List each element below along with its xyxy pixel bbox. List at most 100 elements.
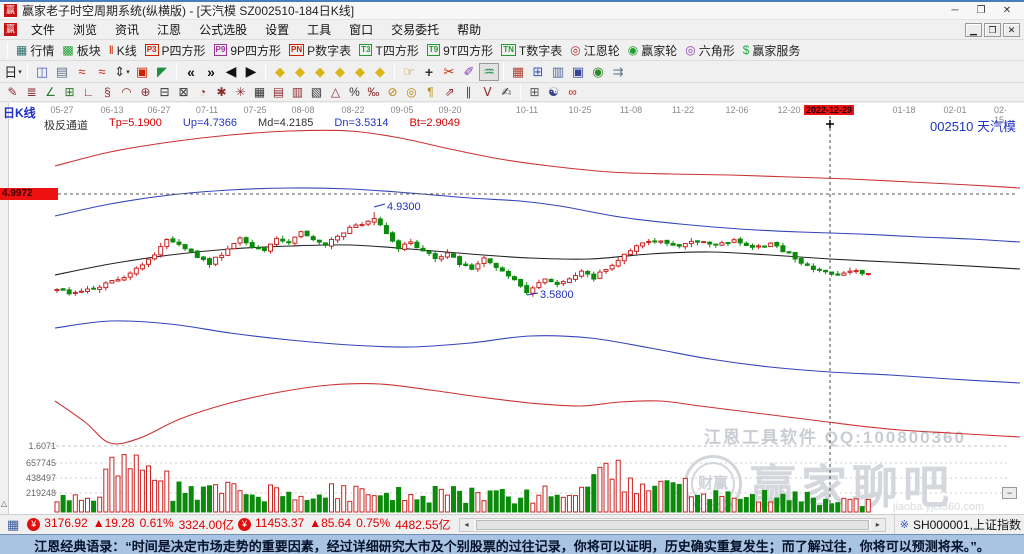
child-close-button[interactable]: ✕ — [1003, 22, 1020, 37]
draw-color-button[interactable]: ◤ — [152, 63, 172, 81]
channel-tool-button[interactable]: ∥ — [459, 84, 478, 100]
quote-board-button[interactable]: ▤ — [52, 63, 72, 81]
p-digit-table-button[interactable]: PN P数字表 — [285, 41, 355, 60]
menu-6[interactable]: 工具 — [307, 23, 332, 37]
grid-overlay-button[interactable]: ⊞ — [525, 84, 544, 100]
compass-tool-button[interactable]: ✱ — [212, 84, 231, 100]
winner-service-button[interactable]: $ 赢家服务 — [739, 41, 805, 60]
kline-chart[interactable] — [0, 103, 1024, 514]
crosshair-button[interactable]: + — [419, 63, 439, 81]
next-bar-button[interactable]: ▶ — [241, 63, 261, 81]
cycle-full-button[interactable]: ◆ — [370, 63, 390, 81]
star-cycle-tool-button[interactable]: ✳ — [231, 84, 250, 100]
price-window-tool-button[interactable]: ▥ — [288, 84, 307, 100]
volume-collapse-button[interactable]: − — [1002, 487, 1017, 499]
hexagon-button[interactable]: ◎ 六角形 — [681, 41, 739, 60]
last-page-button[interactable]: » — [201, 63, 221, 81]
menu-0[interactable]: 文件 — [31, 23, 56, 37]
winner-wheel-button[interactable]: ◉ 赢家轮 — [624, 41, 682, 60]
fib-fan-tool-button[interactable]: Ⅴ — [478, 84, 497, 100]
golden-section-tool-button[interactable]: ⊘ — [383, 84, 402, 100]
square-of-nine-tool-button[interactable]: ⊟ — [155, 84, 174, 100]
period-label[interactable]: 日K线 — [3, 106, 36, 120]
wave-marker-tool-button[interactable]: △ — [326, 84, 345, 100]
p-square-button[interactable]: P3 P四方形 — [141, 41, 210, 60]
menu-2[interactable]: 资讯 — [115, 23, 140, 37]
mini-trend2-button[interactable]: ≈ — [92, 63, 112, 81]
cut-measure-button[interactable]: ✂ — [439, 63, 459, 81]
market-quotes-button[interactable]: ▦ 行情 — [12, 41, 58, 60]
first-page-button[interactable]: « — [181, 63, 201, 81]
pattern-ruler-tool-button[interactable]: ▧ — [307, 84, 326, 100]
scroll-left-arrow[interactable]: ◂ — [459, 518, 474, 531]
selected-index-panel[interactable]: ※ SH000001,上证指数 — [893, 515, 1021, 534]
pen-line-tool-button[interactable]: ✎ — [3, 84, 22, 100]
gann-box-tool-button[interactable]: ⊞ — [60, 84, 79, 100]
quote-board-icon[interactable]: ▦ — [7, 516, 20, 532]
menu-3[interactable]: 江恩 — [157, 23, 182, 37]
calendar-button[interactable]: ▦ — [508, 63, 528, 81]
note-tool-button[interactable]: ✍ — [497, 84, 516, 100]
scrollbar-thumb[interactable] — [475, 519, 869, 530]
child-restore-button[interactable]: ❐ — [984, 22, 1001, 37]
period-daily-selector-button[interactable]: 日 ▾ — [3, 63, 23, 81]
infinity-button[interactable]: ∞ — [563, 84, 582, 100]
hand-drag-button[interactable]: ☞ — [399, 63, 419, 81]
marker-pen-button[interactable]: ✐ — [459, 63, 479, 81]
mini-trend-button[interactable]: ≈ — [72, 63, 92, 81]
speed-line-tool-button[interactable]: ⇗ — [440, 84, 459, 100]
kline-button[interactable]: ‖ K线 — [105, 41, 141, 60]
menu-9[interactable]: 帮助 — [457, 23, 482, 37]
9t-square-button[interactable]: T9 9T四方形 — [423, 41, 497, 60]
child-minimize-button[interactable]: ▁ — [965, 22, 982, 37]
arc-tool-button[interactable]: ◠ — [117, 84, 136, 100]
net-sync-button[interactable]: ◉ — [588, 63, 608, 81]
close-button[interactable]: ✕ — [1002, 4, 1012, 16]
gann-grid-tool-button[interactable]: ≣ — [22, 84, 41, 100]
sectors-button[interactable]: ▩ 板块 — [58, 41, 104, 60]
menu-8[interactable]: 交易委托 — [391, 23, 440, 37]
horizontal-scrollbar[interactable]: ◂ ▸ — [458, 517, 886, 532]
cycle-expand-button[interactable]: ◆ — [310, 63, 330, 81]
golden-circle-tool-button[interactable]: ◎ — [402, 84, 421, 100]
9p-square-button[interactable]: P9 9P四方形 — [210, 41, 285, 60]
calculator-button[interactable]: ⊞ — [528, 63, 548, 81]
cycle-circle-tool-button[interactable]: ⊕ — [136, 84, 155, 100]
restore-button[interactable]: ❐ — [976, 4, 986, 16]
cycle-add-button[interactable]: ◆ — [330, 63, 350, 81]
cycle-vertical-button[interactable]: ◆ — [350, 63, 370, 81]
cycle-left-button[interactable]: ◆ — [270, 63, 290, 81]
shenzhen-index-quote[interactable]: 11453.37 ▲85.64 0.75% 4482.55亿 — [255, 516, 451, 533]
pane-layout-button[interactable]: ◫ — [32, 63, 52, 81]
ratio-tool-button[interactable]: % — [345, 84, 364, 100]
t-digit-table-button[interactable]: TN T数字表 — [497, 41, 566, 60]
data-export-button[interactable]: ⇉ — [608, 63, 628, 81]
angle-line-tool-button[interactable]: ∟ — [79, 84, 98, 100]
prev-bar-button[interactable]: ◀ — [221, 63, 241, 81]
minimize-button[interactable]: ─ — [951, 4, 959, 16]
gann-fan-tool-button[interactable]: ∠ — [41, 84, 60, 100]
scroll-right-arrow[interactable]: ▸ — [870, 518, 885, 531]
save-button[interactable]: ▣ — [568, 63, 588, 81]
overlay-compare-button[interactable]: ▣ — [132, 63, 152, 81]
spiral-tool-button[interactable]: § — [98, 84, 117, 100]
gann-wheel-button[interactable]: ◎ 江恩轮 — [566, 41, 624, 60]
cycle-right-button[interactable]: ◆ — [290, 63, 310, 81]
permille-tool-button[interactable]: ‰ — [364, 84, 383, 100]
black-grid-tool-button[interactable]: ▦ — [250, 84, 269, 100]
wave-lines-button[interactable]: ♒ — [479, 62, 499, 81]
report-form-button[interactable]: ▥ — [548, 63, 568, 81]
golden-spiral-tool-button[interactable]: ¶ — [421, 84, 440, 100]
candle-style-button[interactable]: ⇕ ▾ — [112, 63, 132, 81]
menu-5[interactable]: 设置 — [265, 23, 290, 37]
taiji-button[interactable]: ☯ — [544, 84, 563, 100]
menu-7[interactable]: 窗口 — [349, 23, 374, 37]
n2-grid-tool-button[interactable]: ⊠ — [174, 84, 193, 100]
menu-4[interactable]: 公式选股 — [199, 23, 248, 37]
shanghai-index-quote[interactable]: 3176.92 ▲19.28 0.61% 3324.00亿 — [44, 516, 234, 533]
time-window-tool-button[interactable]: ▤ — [269, 84, 288, 100]
protractor-tool-button[interactable]: ◔ — [193, 84, 212, 100]
t-square-button[interactable]: T3 T四方形 — [355, 41, 423, 60]
menu-1[interactable]: 浏览 — [73, 23, 98, 37]
pane-toggle-icon[interactable]: △ — [1, 499, 8, 508]
